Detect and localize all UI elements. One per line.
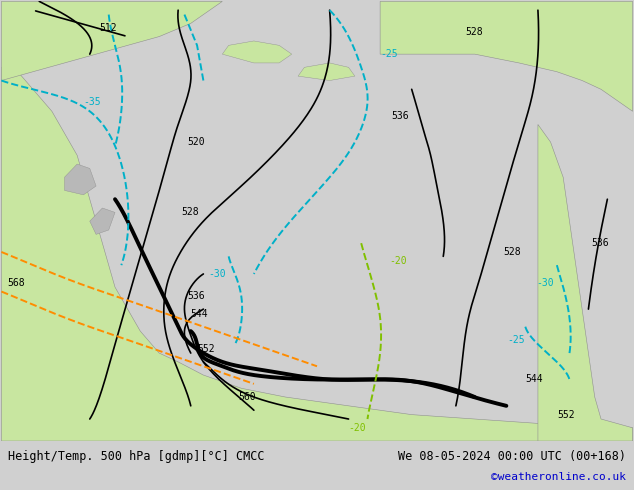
Text: 520: 520 — [188, 137, 205, 147]
Text: 560: 560 — [238, 392, 256, 402]
Text: -25: -25 — [508, 335, 526, 345]
Polygon shape — [538, 124, 633, 441]
Text: -25: -25 — [380, 49, 398, 59]
Polygon shape — [65, 164, 96, 195]
Text: -35: -35 — [84, 98, 101, 107]
Text: -20: -20 — [389, 256, 407, 266]
Text: -30: -30 — [208, 269, 226, 279]
Text: 536: 536 — [188, 291, 205, 301]
Polygon shape — [223, 41, 292, 63]
Polygon shape — [90, 208, 115, 234]
Polygon shape — [298, 63, 355, 80]
Text: 528: 528 — [181, 207, 199, 218]
Text: 512: 512 — [100, 23, 117, 33]
Text: Height/Temp. 500 hPa [gdmp][°C] CMCC: Height/Temp. 500 hPa [gdmp][°C] CMCC — [8, 450, 264, 463]
Text: 528: 528 — [465, 27, 483, 37]
Text: 568: 568 — [8, 278, 25, 288]
Polygon shape — [1, 1, 223, 80]
Text: 552: 552 — [197, 343, 215, 354]
Text: 544: 544 — [526, 374, 543, 385]
Polygon shape — [1, 67, 633, 441]
Text: We 08-05-2024 00:00 UTC (00+168): We 08-05-2024 00:00 UTC (00+168) — [398, 450, 626, 463]
Text: ©weatheronline.co.uk: ©weatheronline.co.uk — [491, 472, 626, 482]
Text: 528: 528 — [503, 247, 521, 257]
Text: -20: -20 — [349, 423, 366, 433]
Text: 552: 552 — [557, 410, 574, 419]
Text: 536: 536 — [592, 238, 609, 248]
Polygon shape — [380, 1, 633, 111]
Text: 536: 536 — [391, 111, 408, 121]
Text: 544: 544 — [191, 309, 209, 318]
Text: -30: -30 — [536, 278, 553, 288]
